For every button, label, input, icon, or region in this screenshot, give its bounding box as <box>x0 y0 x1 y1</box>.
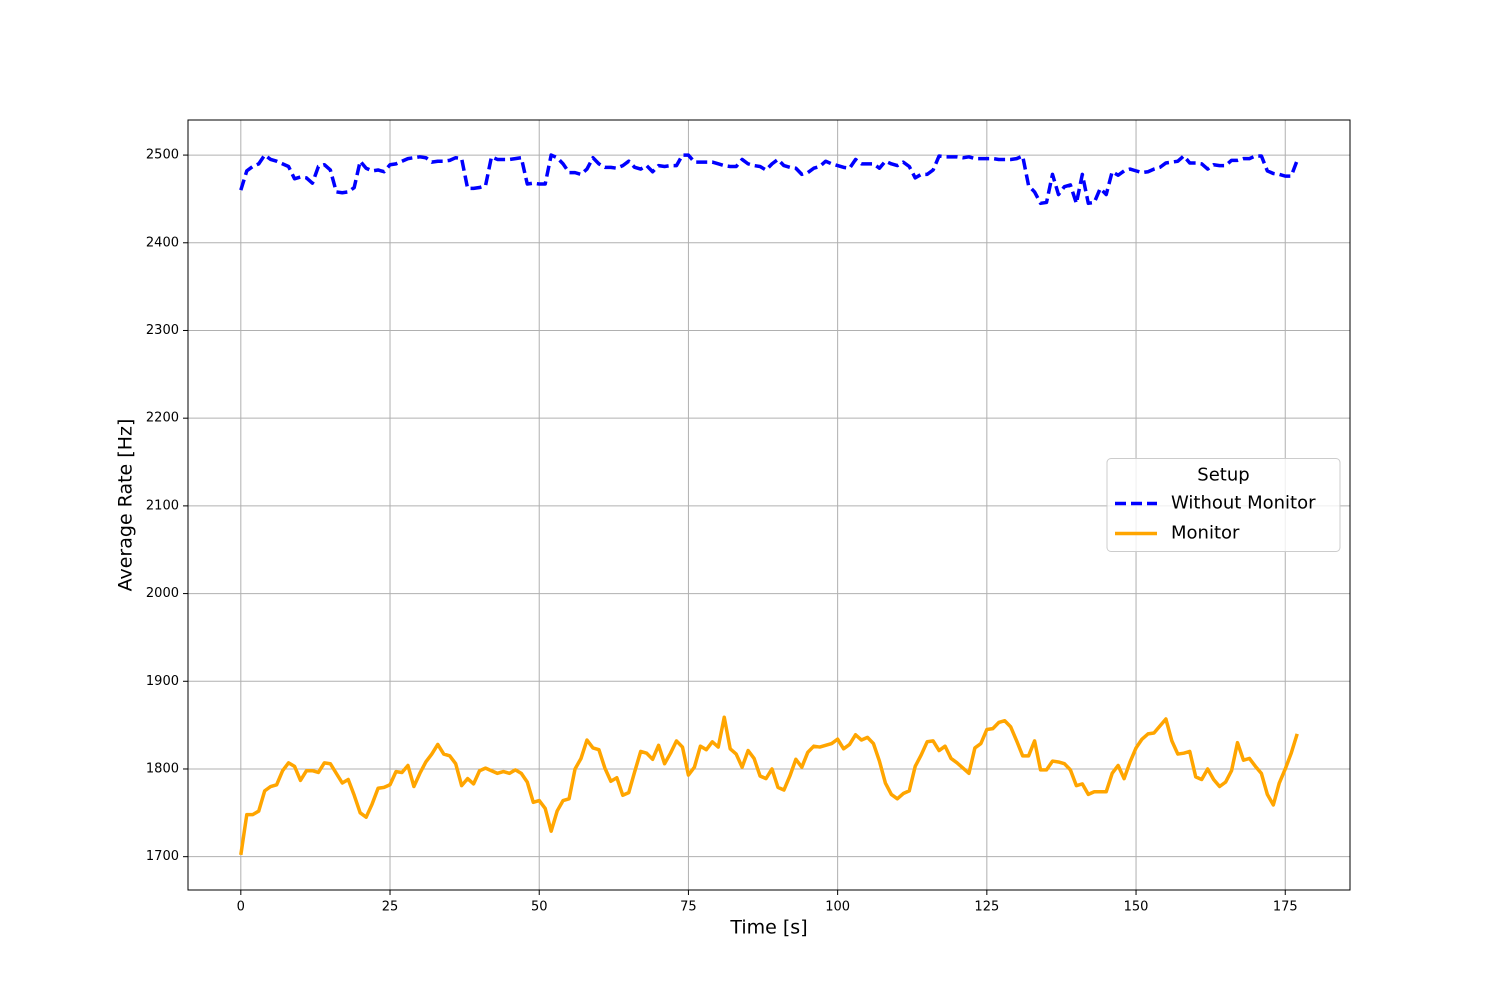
y-tick-label: 2300 <box>146 323 179 338</box>
y-tick-label: 1900 <box>146 674 179 689</box>
y-tick-label: 2200 <box>146 411 179 426</box>
ticks: 0 25 50 75 100 125 150 175 1700 1800 1900 2000 2100 2… <box>146 148 1298 915</box>
legend-label: Without Monitor <box>1171 493 1316 514</box>
legend-label: Monitor <box>1171 523 1240 544</box>
x-tick-label: 100 <box>825 900 850 915</box>
x-axis-label: Time [s] <box>729 917 807 939</box>
series-line <box>239 715 1299 856</box>
grid <box>188 120 1350 890</box>
legend-box <box>1106 458 1341 552</box>
x-tick-label: 125 <box>974 900 999 915</box>
x-tick-label: 50 <box>531 900 548 915</box>
y-tick-label: 2400 <box>146 235 179 250</box>
y-tick-label: 1700 <box>146 849 179 864</box>
series-line <box>239 153 1299 206</box>
y-tick-label: 2500 <box>146 148 179 163</box>
x-tick-label: 175 <box>1273 900 1298 915</box>
x-tick-label: 0 <box>237 900 245 915</box>
y-axis-label: Average Rate [Hz] <box>115 419 137 592</box>
legend: Setup Without Monitor Monitor <box>1106 458 1341 552</box>
y-tick-label: 2100 <box>146 498 179 513</box>
plot-frame <box>187 119 1351 891</box>
plot-lines <box>239 153 1299 856</box>
legend-title: Setup <box>1197 465 1249 486</box>
x-tick-label: 75 <box>680 900 697 915</box>
y-tick-label: 1800 <box>146 761 179 776</box>
x-tick-label: 150 <box>1124 900 1149 915</box>
y-tick-label: 2000 <box>146 586 179 601</box>
x-tick-label: 25 <box>382 900 399 915</box>
